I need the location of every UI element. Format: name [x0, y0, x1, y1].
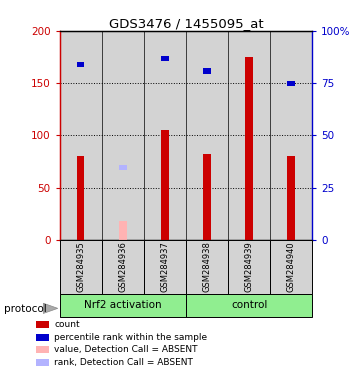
Bar [77, 156, 84, 240]
Bar [60, 294, 186, 317]
Bar [186, 294, 312, 317]
Bar [186, 240, 228, 294]
Bar [60, 31, 102, 240]
Title: GDS3476 / 1455095_at: GDS3476 / 1455095_at [109, 17, 263, 30]
Bar [203, 154, 211, 240]
Text: percentile rank within the sample: percentile rank within the sample [54, 333, 207, 342]
Text: protocol: protocol [4, 304, 46, 314]
Bar [228, 240, 270, 294]
Bar [186, 31, 228, 240]
Bar [144, 31, 186, 240]
Bar [161, 130, 169, 240]
Bar [119, 165, 127, 170]
Bar [77, 62, 84, 67]
Text: count: count [54, 320, 80, 329]
Text: Nrf2 activation: Nrf2 activation [84, 300, 162, 310]
Text: GSM284939: GSM284939 [245, 242, 253, 292]
Bar [102, 240, 144, 294]
Bar [60, 240, 102, 294]
Bar [102, 31, 144, 240]
Bar [270, 31, 312, 240]
Text: GSM284938: GSM284938 [203, 242, 212, 292]
Bar [203, 68, 211, 74]
Bar [161, 56, 169, 61]
Bar [287, 156, 295, 240]
Text: GSM284937: GSM284937 [160, 242, 169, 292]
Bar [245, 3, 253, 9]
Text: control: control [231, 300, 267, 310]
Polygon shape [43, 303, 58, 313]
Text: GSM284940: GSM284940 [287, 242, 296, 292]
Bar [245, 57, 253, 240]
Text: value, Detection Call = ABSENT: value, Detection Call = ABSENT [54, 345, 198, 354]
Bar [270, 240, 312, 294]
Text: GSM284936: GSM284936 [118, 242, 127, 292]
Bar [119, 221, 126, 240]
Bar [144, 240, 186, 294]
Bar [287, 81, 295, 86]
Text: GSM284935: GSM284935 [76, 242, 85, 292]
Text: rank, Detection Call = ABSENT: rank, Detection Call = ABSENT [54, 358, 193, 367]
Bar [228, 31, 270, 240]
